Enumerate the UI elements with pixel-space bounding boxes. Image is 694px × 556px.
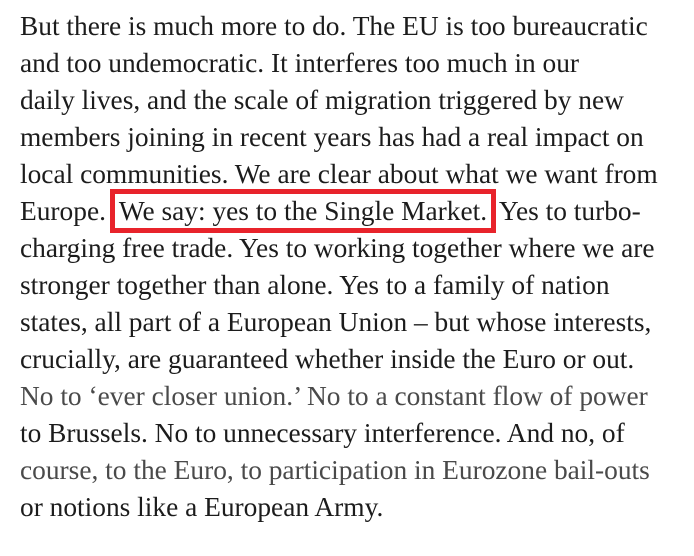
text-line-13: course, to the Euro, to participation in… <box>20 455 650 485</box>
text-line-14: or notions like a European Army. <box>20 492 384 522</box>
text-line-5: local communities. We are clear about wh… <box>20 159 658 189</box>
highlighted-quote: We say: yes to the Single Market. <box>109 189 497 233</box>
text-line-3: daily lives, and the scale of migration … <box>20 85 624 115</box>
text-line-10: crucially, are guaranteed whether inside… <box>20 344 635 374</box>
text-line-2: and too undemocratic. It interferes too … <box>20 48 580 78</box>
text-line-12: to Brussels. No to unnecessary interfere… <box>20 418 625 448</box>
text-line-8: stronger together than alone. Yes to a f… <box>20 270 610 300</box>
text-line-4: members joining in recent years has had … <box>20 122 644 152</box>
text-line-6-before: Europe. <box>20 196 106 226</box>
text-line-9: states, all part of a European Union – b… <box>20 307 652 337</box>
text-line-11: No to ‘ever closer union.’ No to a const… <box>20 381 648 411</box>
text-line-7: charging free trade. Yes to working toge… <box>20 233 655 263</box>
text-line-6-after: Yes to turbo- <box>498 196 641 226</box>
text-line-1: But there is much more to do. The EU is … <box>20 11 648 41</box>
text-line-6: Europe. We say: yes to the Single Market… <box>20 189 641 233</box>
